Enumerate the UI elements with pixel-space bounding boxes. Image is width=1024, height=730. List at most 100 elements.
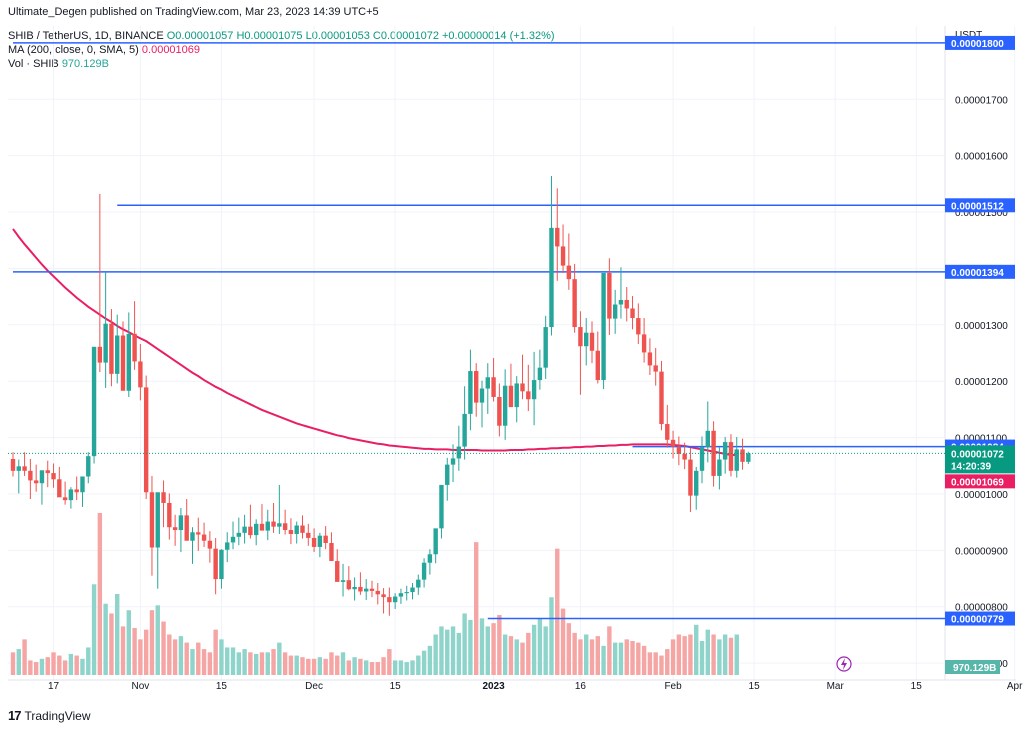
candle-body — [491, 377, 496, 397]
volume-bar — [421, 650, 427, 675]
candle-body — [699, 447, 705, 471]
volume-bar — [155, 605, 160, 675]
volume-bar — [149, 610, 155, 675]
candle-body — [607, 272, 612, 319]
candle-body — [346, 580, 352, 590]
volume-bar — [387, 649, 392, 675]
volume-bar — [340, 652, 346, 675]
date-tick-label: Nov — [131, 681, 149, 692]
candle-body — [306, 532, 311, 538]
volume-bar — [676, 634, 682, 675]
price-tick-label: 0.00001100 — [955, 434, 1008, 445]
volume-bar — [242, 649, 247, 675]
date-tick-label: 16 — [575, 681, 587, 692]
candle-body — [219, 549, 224, 580]
candle-body — [705, 430, 710, 448]
date-tick-label: 15 — [390, 681, 402, 692]
date-tick-label: 2023 — [482, 681, 505, 692]
candle-body — [80, 476, 85, 493]
volume-bar — [22, 639, 27, 675]
candle-body — [665, 424, 670, 440]
volume-bar — [335, 655, 340, 675]
volume-bar — [138, 639, 143, 675]
price-tick-label: 0.00000900 — [955, 546, 1008, 557]
volume-bar — [462, 613, 467, 675]
price-chart[interactable]: 0.000007000.000008000.000009000.00001000… — [0, 0, 1024, 700]
symbol-ohlc-line: SHIB / TetherUS, 1D, BINANCE O0.00001057… — [8, 30, 555, 42]
volume-bar — [253, 653, 259, 675]
volume-bar — [306, 658, 311, 675]
date-tick-label: Dec — [305, 681, 323, 692]
level-price-tag-text: 0.00001394 — [951, 268, 1004, 279]
volume-bar — [178, 636, 184, 675]
volume-bar — [612, 642, 618, 675]
candle-body — [531, 380, 537, 400]
candle-body — [167, 502, 172, 528]
candle-body — [653, 365, 658, 372]
candle-body — [555, 227, 560, 247]
volume-bar — [363, 660, 369, 675]
date-tick-label: 15 — [749, 681, 761, 692]
candle-body — [282, 523, 288, 531]
volume-bar — [485, 626, 490, 675]
level-price-tag — [945, 35, 1015, 50]
candle-body — [462, 413, 467, 447]
date-tick-label: Mar — [827, 681, 845, 692]
volume-bar — [97, 513, 103, 675]
candle-body — [143, 387, 149, 493]
volume-bar — [115, 594, 120, 675]
candle-body — [109, 323, 114, 374]
candle-body — [387, 597, 392, 603]
volume-bar — [601, 645, 606, 675]
volume-bar — [734, 634, 739, 675]
candle-body — [647, 352, 653, 366]
volume-bar — [427, 645, 433, 675]
volume-bar — [375, 662, 380, 675]
volume-bar — [282, 652, 288, 675]
candle-body — [294, 525, 299, 534]
volume-bar — [404, 662, 409, 675]
candle-body — [728, 442, 734, 471]
candle-body — [74, 489, 79, 493]
volume-bar — [659, 655, 664, 675]
volume-bar — [474, 542, 479, 675]
volume-bar — [33, 662, 39, 675]
volume-bar — [167, 634, 172, 675]
candle-body — [410, 587, 415, 593]
candle-body — [578, 327, 583, 347]
volume-bar — [161, 621, 166, 675]
candle-body — [161, 492, 166, 503]
candle-body — [450, 458, 456, 465]
volume-bar — [566, 623, 572, 675]
volume-bar — [479, 618, 485, 675]
volume-legend-line: Vol · SHIB 970.129B — [8, 58, 109, 70]
candle-body — [311, 537, 317, 547]
candle-body — [381, 594, 386, 598]
volume-bar — [497, 615, 502, 675]
level-price-tag-text: 0.00001800 — [951, 39, 1004, 50]
candle-body — [352, 586, 357, 590]
candle-body — [514, 383, 519, 408]
candle-body — [138, 361, 143, 388]
volume-bar — [670, 639, 676, 675]
footer-brand: TradingView — [24, 708, 91, 723]
vol-value: 970.129B — [61, 58, 109, 70]
volume-bar — [410, 660, 415, 675]
candle-body — [445, 464, 450, 485]
volume-bar — [722, 634, 728, 675]
candle-body — [612, 304, 618, 319]
volume-bar — [317, 657, 323, 675]
candle-body — [659, 371, 664, 425]
volume-bar — [172, 639, 178, 675]
volume-bar — [595, 636, 600, 675]
candle-body — [230, 536, 236, 543]
volume-bar — [514, 639, 519, 675]
candle-body — [363, 588, 369, 592]
candle-body — [416, 579, 421, 588]
volume-bar — [641, 645, 647, 675]
volume-bar — [531, 624, 537, 675]
volume-tag-text: 970.129B — [953, 663, 996, 674]
volume-bar — [346, 660, 352, 675]
candle-body — [62, 497, 68, 501]
candle-body — [474, 371, 479, 403]
